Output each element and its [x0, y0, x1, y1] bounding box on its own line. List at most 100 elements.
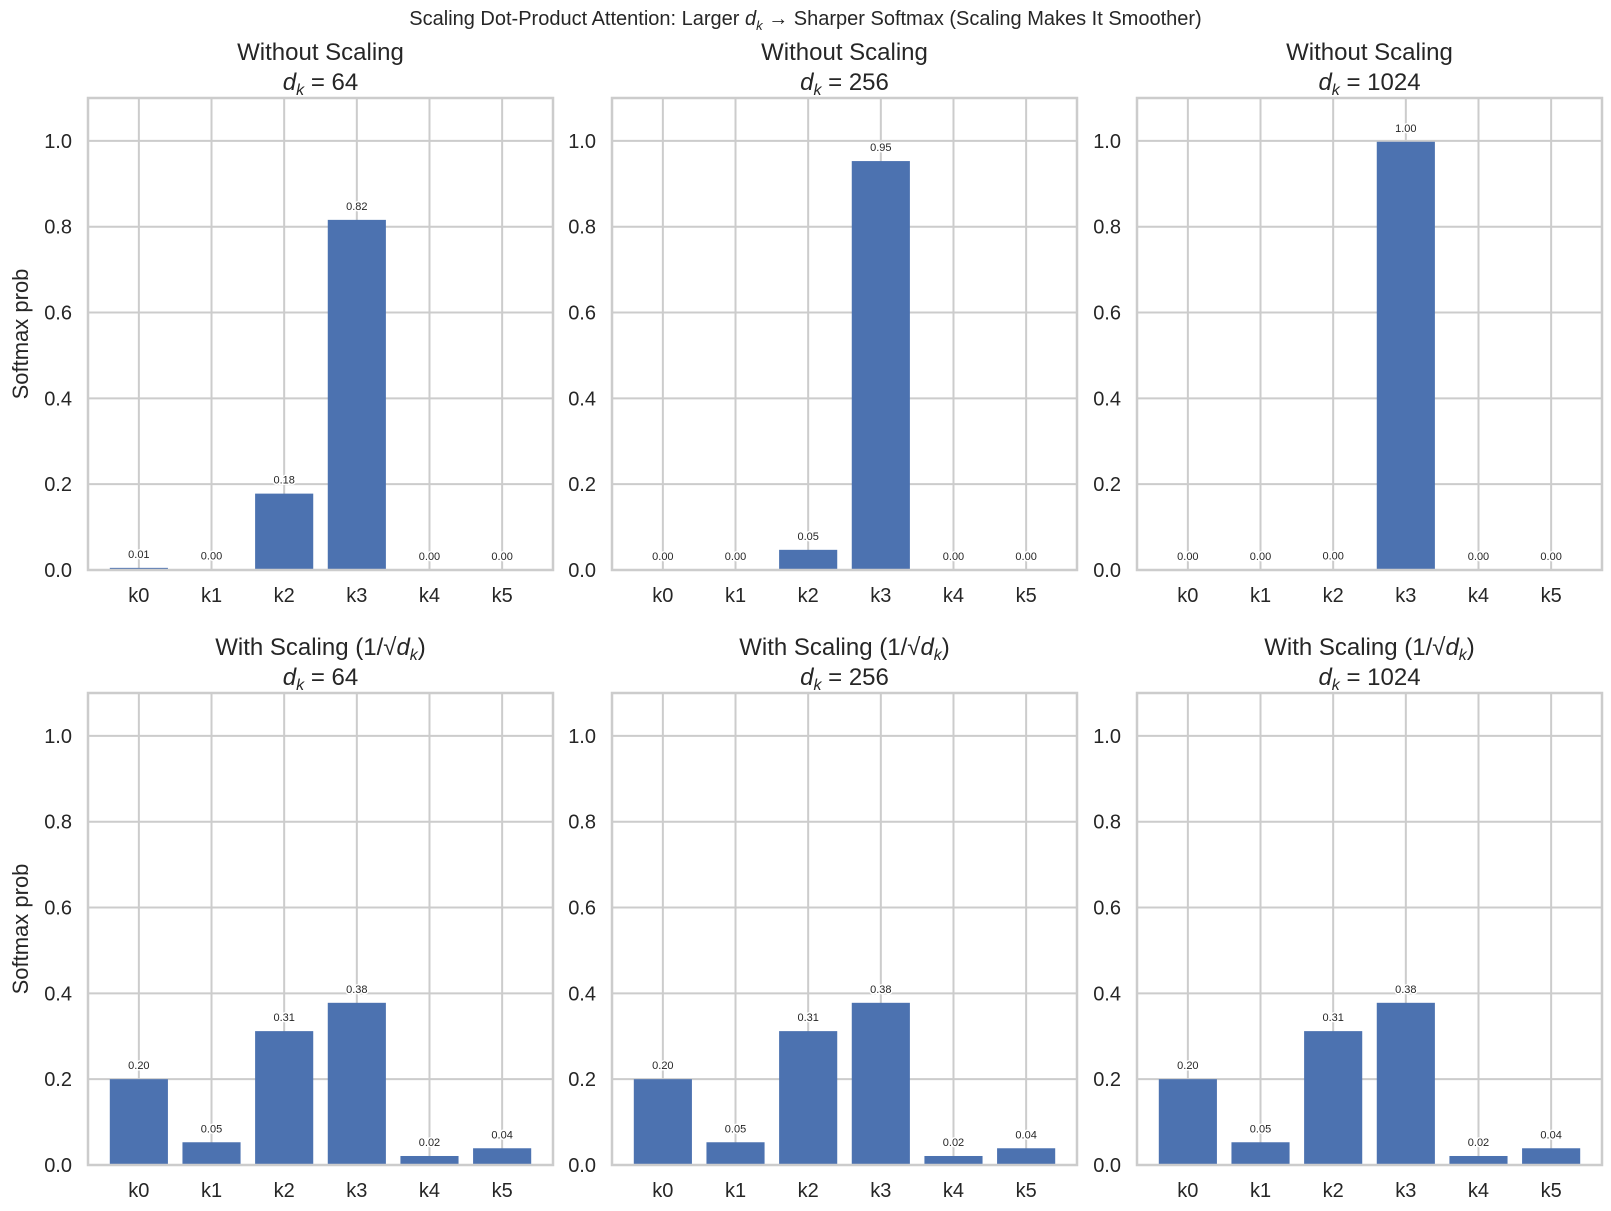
x-tick-label: k4 — [419, 585, 440, 607]
y-tick-label: 0.8 — [1093, 812, 1121, 834]
y-tick-label: 1.0 — [44, 726, 72, 748]
y-tick-label: 0.8 — [44, 217, 72, 239]
bar-value-label: 0.04 — [1015, 1129, 1036, 1141]
x-tick-label: k2 — [274, 1180, 295, 1202]
bar-value-label: 0.20 — [652, 1060, 673, 1072]
bar-k2 — [255, 493, 314, 570]
bar-value-label: 0.05 — [1250, 1123, 1271, 1135]
panel-title-dk: d — [1445, 634, 1459, 661]
bar-k3 — [1376, 1002, 1435, 1165]
bar-value-label: 0.31 — [797, 1012, 818, 1024]
x-tick-label: k2 — [1323, 1180, 1344, 1202]
bar-k5 — [1522, 1148, 1581, 1165]
y-tick-label: 0.6 — [1093, 303, 1121, 325]
panel-title-dk: d — [396, 634, 410, 661]
bar-value-label: 0.00 — [419, 551, 440, 563]
panel-dk-label: dk = 64 — [283, 69, 358, 99]
x-tick-label: k4 — [1468, 1180, 1489, 1202]
y-tick-label: 0.8 — [568, 217, 596, 239]
bar-k1 — [1231, 1142, 1290, 1165]
panel-title-dk-sub: k — [1459, 647, 1468, 664]
bar-k3 — [851, 161, 910, 571]
bar-value-label: 0.02 — [943, 1137, 964, 1149]
bar-value-label: 0.31 — [1322, 1012, 1343, 1024]
bar-k4 — [400, 1155, 459, 1165]
y-tick-label: 0.8 — [44, 812, 72, 834]
bar-k5 — [997, 1148, 1056, 1165]
x-tick-label: k5 — [1016, 1180, 1037, 1202]
y-tick-label: 1.0 — [1093, 726, 1121, 748]
bar-value-label: 0.00 — [725, 551, 746, 563]
x-tick-label: k5 — [1541, 585, 1562, 607]
y-tick-label: 0.4 — [1093, 983, 1121, 1005]
dk-subscript: k — [296, 82, 305, 99]
bar-value-label: 0.00 — [1177, 551, 1198, 563]
y-tick-label: 0.6 — [568, 303, 596, 325]
panel-title-close: ) — [418, 634, 426, 661]
x-tick-label: k1 — [1250, 585, 1271, 607]
x-tick-label: k5 — [492, 1180, 513, 1202]
y-axis-label: Softmax prob — [8, 269, 33, 400]
y-tick-label: 0.0 — [568, 1155, 596, 1177]
bar-value-label: 0.20 — [1177, 1060, 1198, 1072]
dk-subscript: k — [813, 82, 822, 99]
axes-frame — [1135, 691, 1604, 1167]
panel-dk-label: dk = 256 — [800, 69, 889, 99]
panel-title-dk-sub: k — [934, 647, 943, 664]
x-tick-label: k0 — [128, 1180, 149, 1202]
bar-value-label: 0.04 — [1540, 1129, 1561, 1141]
bar-value-label: 0.05 — [725, 1123, 746, 1135]
y-tick-label: 0.8 — [1093, 217, 1121, 239]
bar-value-label: 0.00 — [1250, 551, 1271, 563]
x-tick-label: k2 — [798, 1180, 819, 1202]
dk-value: = 256 — [821, 69, 888, 96]
panel-title: Without Scaling — [237, 39, 404, 66]
y-tick-label: 0.0 — [44, 560, 72, 582]
x-tick-label: k0 — [1177, 1180, 1198, 1202]
x-tick-label: k3 — [1395, 585, 1416, 607]
x-tick-label: k1 — [725, 1180, 746, 1202]
x-tick-label: k0 — [128, 585, 149, 607]
x-tick-label: k3 — [870, 585, 891, 607]
bar-value-label: 0.00 — [491, 551, 512, 563]
bar-value-label: 0.04 — [491, 1129, 512, 1141]
y-tick-label: 1.0 — [568, 726, 596, 748]
bar-k0 — [1158, 1079, 1217, 1165]
y-tick-label: 0.4 — [44, 983, 72, 1005]
bar-value-label: 0.00 — [1468, 551, 1489, 563]
bar-k4 — [1449, 1155, 1508, 1165]
y-tick-label: 1.0 — [568, 131, 596, 153]
y-tick-label: 0.0 — [44, 1155, 72, 1177]
bar-value-label: 0.01 — [128, 549, 149, 561]
dk-subscript: k — [1332, 677, 1341, 694]
y-tick-label: 0.2 — [1093, 1069, 1121, 1091]
x-tick-label: k1 — [1250, 1180, 1271, 1202]
axes-frame — [1135, 96, 1604, 572]
panel-title: With Scaling (1/√dk) — [1264, 634, 1475, 664]
bar-k3 — [327, 219, 386, 570]
suptitle-dk: dk — [745, 8, 763, 33]
panel-dk-label: dk = 1024 — [1318, 664, 1420, 694]
y-tick-label: 0.4 — [568, 388, 596, 410]
y-tick-label: 0.4 — [1093, 388, 1121, 410]
y-tick-label: 0.6 — [44, 303, 72, 325]
panel-dk-label: dk = 256 — [800, 664, 889, 694]
suptitle-pre: Scaling Dot-Product Attention: Larger — [409, 8, 746, 30]
y-tick-label: 1.0 — [1093, 131, 1121, 153]
y-tick-label: 0.6 — [568, 898, 596, 920]
y-tick-label: 0.2 — [1093, 474, 1121, 496]
y-tick-label: 0.0 — [568, 560, 596, 582]
y-tick-label: 0.0 — [1093, 1155, 1121, 1177]
x-tick-label: k1 — [725, 585, 746, 607]
axes-frame — [610, 96, 1079, 572]
bar-k1 — [182, 1142, 241, 1165]
axes-frame — [86, 691, 555, 1167]
x-tick-label: k3 — [1395, 1180, 1416, 1202]
y-tick-label: 0.6 — [44, 898, 72, 920]
bar-value-label: 0.38 — [346, 984, 367, 996]
y-tick-label: 0.2 — [44, 474, 72, 496]
x-tick-label: k4 — [419, 1180, 440, 1202]
y-tick-label: 0.4 — [568, 983, 596, 1005]
bar-value-label: 0.82 — [346, 201, 367, 213]
